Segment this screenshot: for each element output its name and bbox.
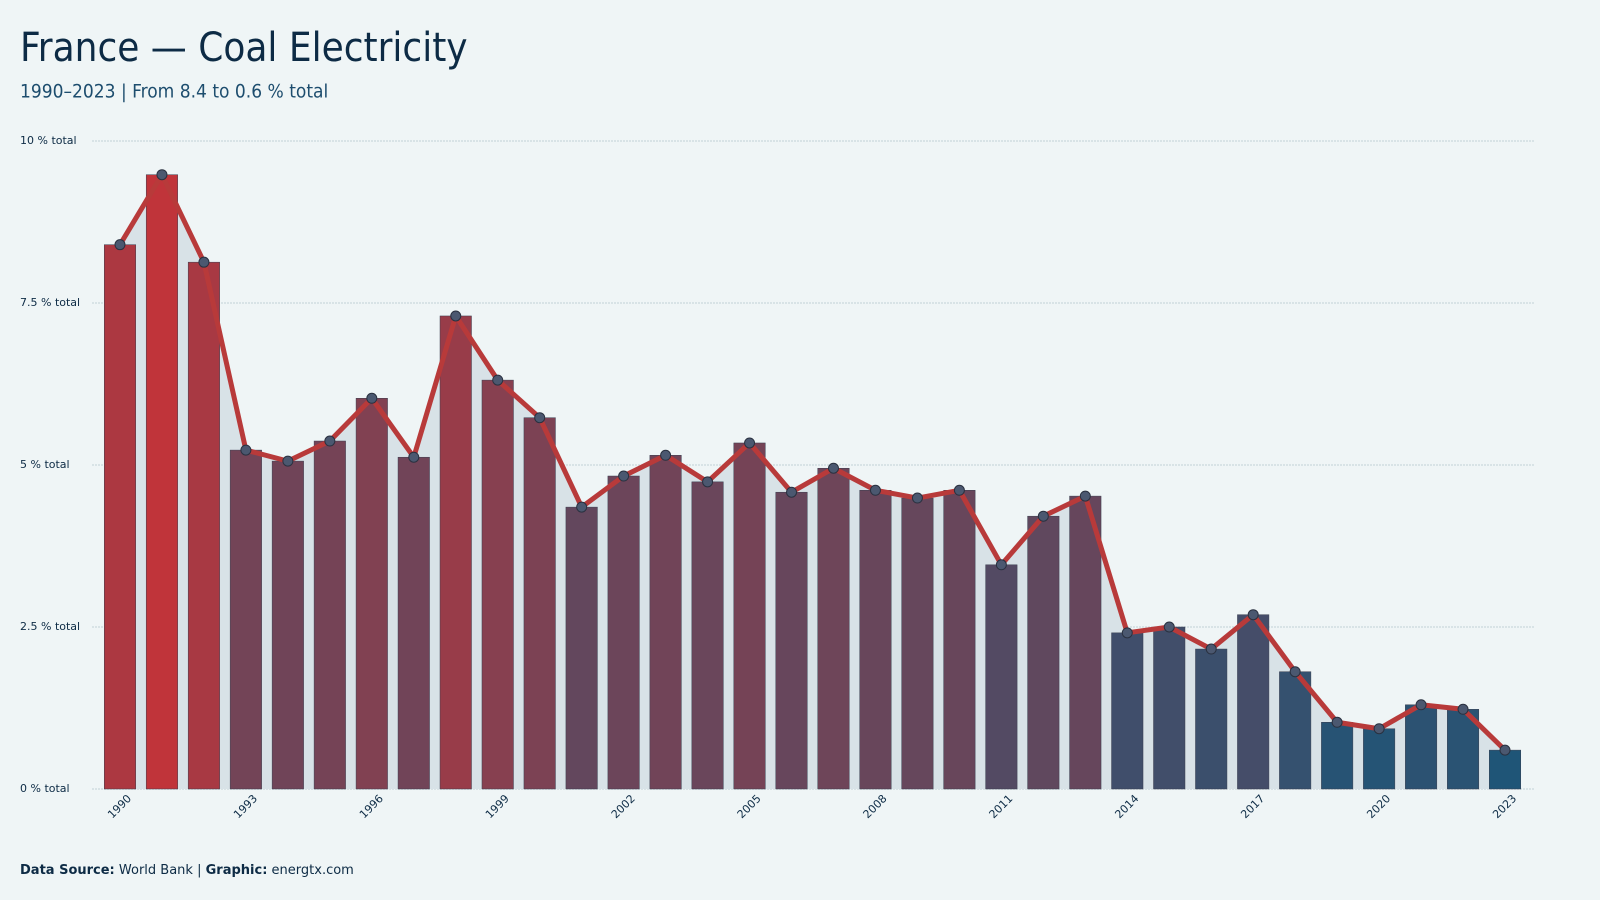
line <box>117 172 1507 752</box>
bar <box>103 244 136 790</box>
marker <box>869 484 881 496</box>
marker <box>534 412 546 424</box>
bar <box>691 481 724 790</box>
marker <box>618 470 630 482</box>
bar <box>775 491 808 790</box>
bar <box>859 490 892 790</box>
bar <box>1363 728 1396 790</box>
bar <box>1489 749 1522 790</box>
marker <box>1163 621 1175 633</box>
bar <box>817 467 850 790</box>
bar <box>733 442 766 790</box>
marker <box>1331 716 1343 728</box>
footer-text: energtx.com <box>272 863 354 878</box>
marker <box>324 435 336 447</box>
bar <box>229 449 262 790</box>
bar <box>1195 648 1228 790</box>
marker <box>953 484 965 496</box>
marker <box>1415 699 1427 711</box>
y-tick-label: 10 % total <box>20 134 77 147</box>
bar <box>271 460 304 790</box>
bar <box>649 455 682 790</box>
marker <box>1247 609 1259 621</box>
bar <box>1069 495 1102 790</box>
bar <box>1405 704 1438 790</box>
bar <box>523 417 556 790</box>
footer-text: World Bank <box>119 863 194 878</box>
bar <box>1027 515 1060 790</box>
marker <box>1499 744 1511 756</box>
marker <box>576 501 588 513</box>
bar <box>187 261 220 790</box>
bar <box>901 497 934 790</box>
y-tick-label: 5 % total <box>20 458 70 471</box>
marker <box>198 256 210 268</box>
bar <box>145 174 178 790</box>
marker <box>1079 490 1091 502</box>
y-tick-label: 7.5 % total <box>20 296 80 309</box>
bar <box>985 564 1018 790</box>
marker <box>240 444 252 456</box>
bar <box>355 398 388 790</box>
marker <box>702 476 714 488</box>
marker <box>492 374 504 386</box>
footer: Data Source: World Bank | Graphic: energ… <box>20 863 354 878</box>
y-tick-label: 2.5 % total <box>20 620 80 633</box>
bar <box>1279 671 1312 790</box>
bar <box>397 456 430 790</box>
footer-label: Graphic: <box>206 863 268 878</box>
chart-subtitle: 1990–2023 | From 8.4 to 0.6 % total <box>20 81 328 103</box>
marker <box>744 437 756 449</box>
bar <box>943 490 976 790</box>
bar <box>1111 632 1144 790</box>
marker <box>1121 627 1133 639</box>
bar <box>565 506 598 790</box>
marker <box>827 462 839 474</box>
bar <box>1237 614 1270 790</box>
chart-title: France — Coal Electricity <box>20 25 468 71</box>
marker <box>114 239 126 251</box>
marker <box>450 310 462 322</box>
marker <box>366 392 378 404</box>
marker <box>156 169 168 181</box>
marker <box>1037 510 1049 522</box>
bar <box>481 379 514 790</box>
marker <box>282 455 294 467</box>
bar <box>439 315 472 790</box>
marker <box>1373 723 1385 735</box>
y-tick-label: 0 % total <box>20 782 70 795</box>
marker <box>660 449 672 461</box>
bar <box>1153 626 1186 790</box>
bar <box>607 475 640 790</box>
marker <box>1457 703 1469 715</box>
footer-label: Data Source: <box>20 863 115 878</box>
marker <box>1205 643 1217 655</box>
marker <box>911 492 923 504</box>
bar <box>313 440 346 790</box>
marker <box>1289 666 1301 678</box>
bar <box>1321 722 1354 790</box>
marker <box>786 486 798 498</box>
marker <box>995 559 1007 571</box>
marker <box>408 451 420 463</box>
